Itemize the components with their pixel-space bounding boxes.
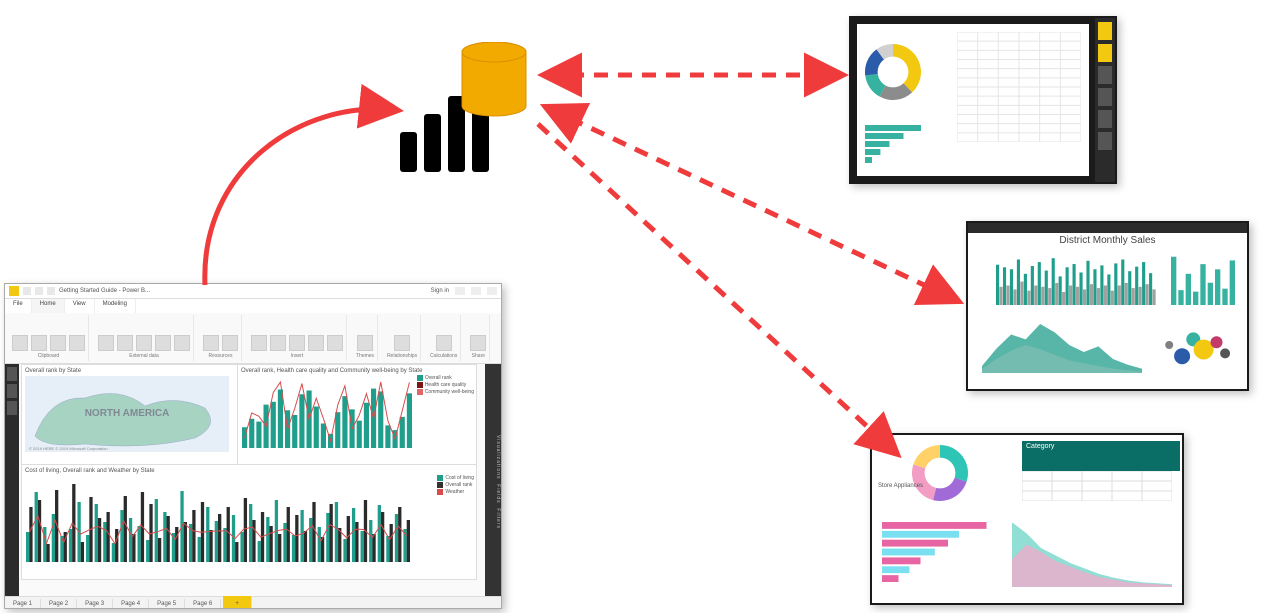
ribbon-group: Calculations xyxy=(427,315,461,361)
page-tabs: Page 1Page 2Page 3Page 4Page 5Page 6+ xyxy=(5,596,501,609)
ribbon-button[interactable] xyxy=(436,335,452,351)
ribbon-button[interactable] xyxy=(251,335,267,351)
ribbon-button[interactable] xyxy=(394,335,410,351)
ribbon-button[interactable] xyxy=(327,335,343,351)
ribbon-button[interactable] xyxy=(117,335,133,351)
donut-label: Store Appliances xyxy=(878,483,923,489)
ribbon-tab[interactable]: Modeling xyxy=(95,299,136,313)
donut-chart[interactable] xyxy=(912,445,968,506)
bar-chart-main[interactable] xyxy=(996,253,1156,310)
ribbon-group: Resources xyxy=(200,315,242,361)
qa-icon xyxy=(35,287,43,295)
minimize-icon[interactable] xyxy=(455,287,465,295)
ribbon-button[interactable] xyxy=(98,335,114,351)
svg-text:NORTH AMERICA: NORTH AMERICA xyxy=(85,408,170,419)
maximize-icon[interactable] xyxy=(471,287,481,295)
ribbon-button[interactable] xyxy=(69,335,85,351)
qa-icon xyxy=(23,287,31,295)
svg-text:© 2019 HERE © 2019 Microsoft C: © 2019 HERE © 2019 Microsoft Corporation xyxy=(29,446,108,451)
page-tab[interactable]: Page 4 xyxy=(113,599,149,609)
report-thumb-3: Category Store Appliances xyxy=(870,433,1184,605)
sign-in-link[interactable]: Sign in xyxy=(431,288,449,294)
ribbon-group: Insert xyxy=(248,315,347,361)
bar-line-visual[interactable]: Overall rank, Health care quality and Co… xyxy=(237,364,477,466)
mini-table[interactable] xyxy=(1022,471,1172,501)
window-title: Getting Started Guide - Power B... xyxy=(59,288,150,294)
bubble-chart[interactable] xyxy=(1152,317,1238,378)
ribbon-button[interactable] xyxy=(357,335,373,351)
area-chart[interactable] xyxy=(1012,513,1172,592)
ribbon-tab[interactable]: File xyxy=(5,299,32,313)
ribbon-button[interactable] xyxy=(270,335,286,351)
database-icon xyxy=(460,42,528,120)
page-tab[interactable]: Page 5 xyxy=(149,599,185,609)
page-tab[interactable]: Page 6 xyxy=(185,599,221,609)
close-icon[interactable] xyxy=(487,287,497,295)
ribbon-button[interactable] xyxy=(12,335,28,351)
ribbon: ClipboardExternal dataResourcesInsertThe… xyxy=(5,313,501,364)
page-tab[interactable]: Page 3 xyxy=(77,599,113,609)
ribbon-button[interactable] xyxy=(50,335,66,351)
ribbon-button[interactable] xyxy=(203,335,219,351)
report-thumb-2: District Monthly Sales xyxy=(966,221,1249,391)
ribbon-group: External data xyxy=(95,315,194,361)
ribbon-group: Relationships xyxy=(384,315,421,361)
donut-chart[interactable] xyxy=(865,44,921,105)
grouped-bar-visual[interactable]: Cost of living, Overall rank and Weather… xyxy=(21,464,477,580)
qa-icon xyxy=(47,287,55,295)
hbar-chart[interactable] xyxy=(865,124,935,169)
ribbon-button[interactable] xyxy=(136,335,152,351)
data-view-icon[interactable] xyxy=(7,384,17,398)
ribbon-tabs: FileHomeViewModeling xyxy=(5,299,501,313)
report-thumb-1 xyxy=(849,16,1117,184)
ribbon-button[interactable] xyxy=(174,335,190,351)
bar-chart-side[interactable] xyxy=(1170,253,1236,310)
report-title: District Monthly Sales xyxy=(968,235,1247,246)
page-tab[interactable]: Page 2 xyxy=(41,599,77,609)
report-view-icon[interactable] xyxy=(7,367,17,381)
model-view-icon[interactable] xyxy=(7,401,17,415)
ribbon-group: Themes xyxy=(353,315,378,361)
powerbi-desktop-window: Getting Started Guide - Power B... Sign … xyxy=(4,283,502,609)
ribbon-button[interactable] xyxy=(155,335,171,351)
report-canvas: Overall rank by StateNORTH AMERICA© 2019… xyxy=(19,364,485,596)
hbar-chart[interactable] xyxy=(882,521,992,588)
ribbon-group: Clipboard xyxy=(9,315,89,361)
titlebar: Getting Started Guide - Power B... Sign … xyxy=(5,284,501,299)
ribbon-button[interactable] xyxy=(222,335,238,351)
ribbon-tab[interactable]: Home xyxy=(32,299,65,313)
ribbon-button[interactable] xyxy=(308,335,324,351)
add-page-button[interactable]: + xyxy=(223,596,252,609)
arrow-db-to-report3 xyxy=(538,124,895,452)
page-tab[interactable]: Page 1 xyxy=(5,599,41,609)
ribbon-tab[interactable]: View xyxy=(65,299,95,313)
ribbon-group: Share xyxy=(467,315,490,361)
data-table[interactable] xyxy=(957,32,1081,142)
ribbon-button[interactable] xyxy=(289,335,305,351)
area-chart[interactable] xyxy=(982,317,1142,378)
ribbon-button[interactable] xyxy=(470,335,486,351)
side-panes: Visualizations Fields Filters xyxy=(485,364,501,596)
view-switch-rail xyxy=(5,364,19,596)
map-visual[interactable]: Overall rank by StateNORTH AMERICA© 2019… xyxy=(21,364,239,466)
diagram-stage: Getting Started Guide - Power B... Sign … xyxy=(0,0,1262,613)
arrow-desktop-to-db xyxy=(205,109,395,285)
header-band: Category xyxy=(1022,441,1180,471)
app-logo-icon xyxy=(9,286,19,296)
ribbon-button[interactable] xyxy=(31,335,47,351)
